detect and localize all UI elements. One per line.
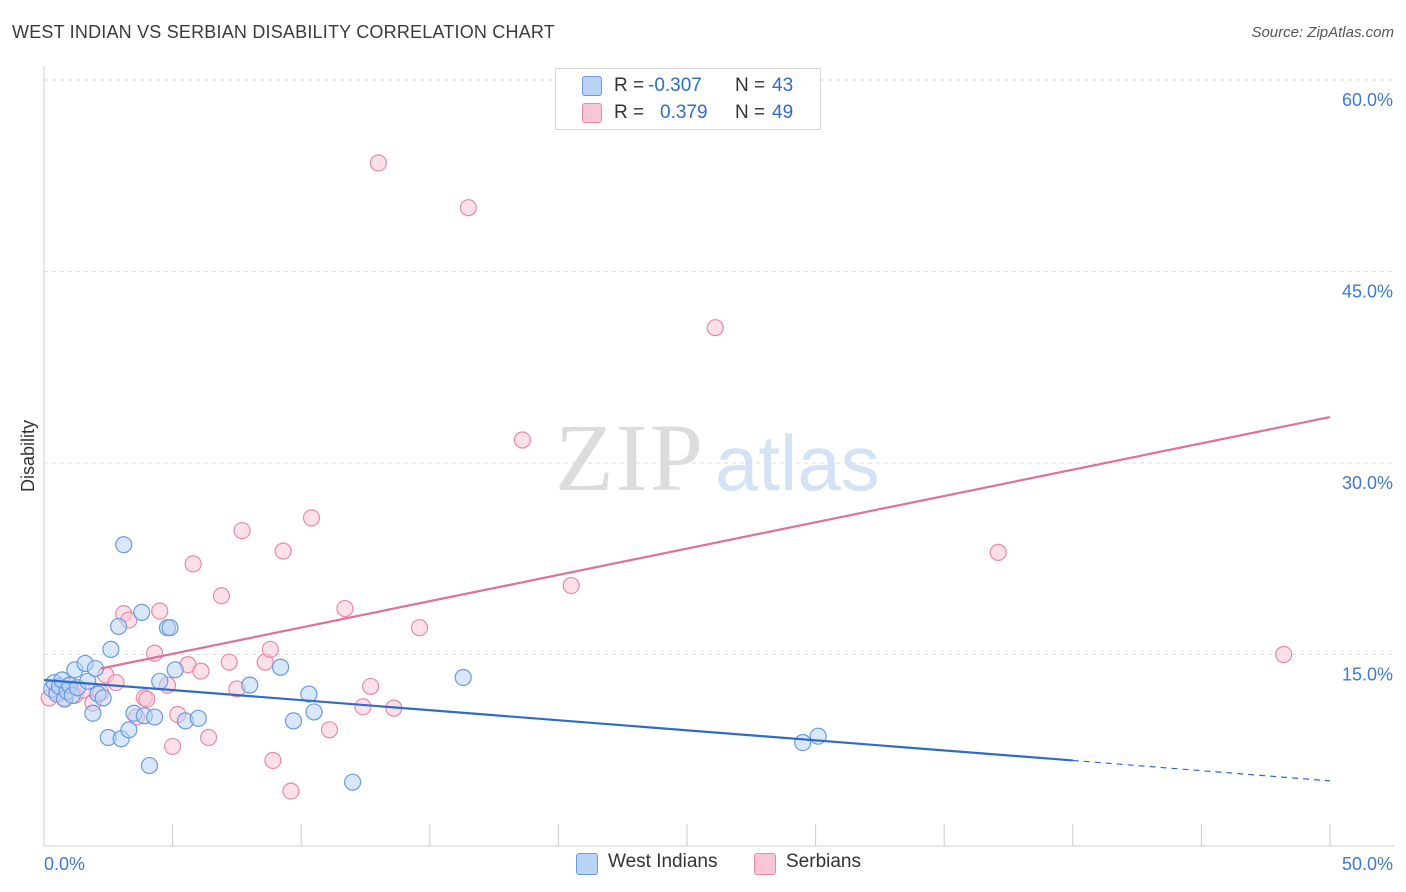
point-west-indians (272, 658, 290, 676)
x-tick-label: 50.0% (1342, 854, 1393, 874)
point-west-indians (189, 709, 207, 727)
point-west-indians (133, 603, 151, 621)
point-west-indians (94, 689, 112, 707)
legend-box: R = -0.307 N = 43 R = 0.379 N = 49 (555, 68, 821, 130)
point-serbians (282, 782, 300, 800)
point-west-indians (151, 672, 169, 690)
point-west-indians (120, 721, 138, 739)
point-serbians (192, 662, 210, 680)
point-serbians (562, 576, 580, 595)
point-serbians (138, 690, 156, 708)
chart-title: WEST INDIAN VS SERBIAN DISABILITY CORREL… (12, 22, 555, 42)
trend-line-west-indians-extension (1072, 759, 1331, 782)
point-serbians (302, 509, 321, 527)
watermark-zip: ZIP (555, 404, 705, 511)
point-serbians (200, 728, 218, 747)
point-west-indians (344, 773, 362, 791)
watermark: ZIP atlas (555, 404, 880, 511)
trend-line-serbians (100, 415, 1331, 670)
point-west-indians (115, 536, 133, 554)
legend-swatch-west-indians (582, 76, 602, 96)
x-tick-label: 0.0% (44, 854, 85, 874)
point-west-indians (161, 619, 179, 637)
data-points (40, 154, 1293, 800)
bottom-legend-label-serbians: Serbians (786, 851, 861, 872)
point-serbians (336, 599, 354, 618)
point-west-indians (305, 703, 323, 721)
point-serbians (1275, 645, 1293, 664)
point-serbians (320, 721, 339, 739)
trend-lines (43, 415, 1331, 782)
legend-r-value: 0.379 (660, 102, 708, 123)
legend-r-label: R = (614, 102, 645, 123)
point-serbians (354, 698, 372, 716)
point-serbians (151, 602, 169, 620)
legend-n-label: N = (735, 102, 766, 123)
point-serbians (274, 542, 292, 560)
point-west-indians (79, 672, 97, 690)
axes (43, 66, 1394, 847)
point-west-indians (109, 617, 128, 636)
point-west-indians (140, 756, 159, 775)
point-serbians (459, 199, 477, 217)
legend-n-label: N = (735, 75, 766, 96)
point-serbians (107, 673, 125, 692)
bottom-legend-swatch-west-indians (576, 853, 598, 875)
point-west-indians (284, 712, 303, 730)
point-west-indians (300, 685, 318, 703)
source-note: Source: ZipAtlas.com (1251, 24, 1394, 41)
y-axis-label: Disability (18, 420, 38, 492)
tick-labels: 15.0% 30.0% 45.0% 60.0% 0.0% 50.0% (44, 90, 1393, 874)
point-serbians (369, 154, 387, 172)
legend-r-label: R = (614, 75, 645, 96)
trend-line-west-indians (43, 678, 1073, 762)
y-tick-label: 30.0% (1342, 473, 1393, 493)
bottom-legend-label-west-indians: West Indians (608, 851, 718, 872)
point-serbians (164, 737, 182, 756)
y-tick-label: 60.0% (1342, 90, 1393, 110)
point-serbians (410, 619, 429, 637)
point-serbians (513, 431, 531, 449)
point-west-indians (102, 640, 120, 658)
point-serbians (220, 653, 238, 671)
point-serbians (212, 587, 231, 605)
point-serbians (264, 751, 282, 770)
point-serbians (362, 677, 380, 696)
y-tick-label: 45.0% (1342, 282, 1393, 302)
watermark-atlas: atlas (715, 419, 880, 507)
grid-lines (44, 79, 1394, 655)
legend-n-value: 43 (772, 75, 794, 96)
point-serbians (706, 319, 724, 337)
legend-n-value: 49 (772, 102, 794, 123)
point-west-indians (241, 676, 259, 694)
legend-swatch-serbians (582, 103, 602, 123)
legend-r-value: -0.307 (648, 75, 702, 96)
point-serbians (233, 522, 251, 540)
point-west-indians (794, 733, 812, 752)
point-serbians (184, 555, 202, 573)
point-west-indians (84, 704, 102, 722)
point-west-indians (145, 708, 164, 726)
point-west-indians (454, 668, 472, 687)
y-tick-label: 15.0% (1342, 665, 1393, 685)
bottom-legend-swatch-serbians (754, 853, 776, 875)
point-west-indians (166, 661, 184, 679)
point-serbians (261, 640, 279, 658)
point-serbians (989, 543, 1007, 561)
